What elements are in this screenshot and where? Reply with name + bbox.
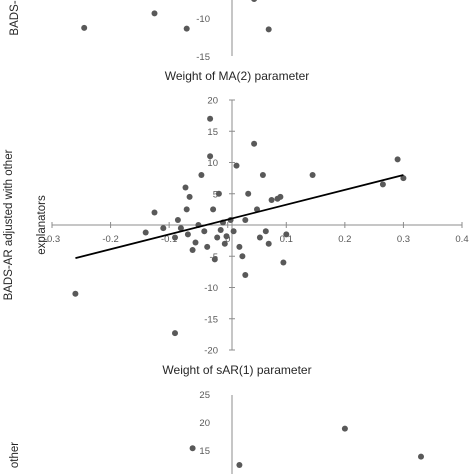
data-point [283, 231, 290, 238]
data-point [245, 190, 252, 197]
data-point [242, 217, 249, 223]
main-x-ticks: -0.3 -0.2 -0.1 0 0.1 0.2 0.3 0.4 [44, 222, 469, 245]
data-point [223, 233, 230, 240]
data-point [236, 462, 243, 468]
data-point [182, 184, 189, 191]
main-points [72, 115, 407, 337]
data-point [172, 330, 178, 337]
data-point [201, 228, 208, 235]
data-point [189, 445, 196, 452]
data-point [230, 228, 237, 235]
data-point [81, 24, 88, 31]
data-point [215, 190, 222, 197]
data-point [198, 172, 205, 178]
data-point [265, 240, 272, 247]
y-tick-label: -20 [204, 346, 218, 357]
data-point [379, 181, 386, 188]
data-point [177, 225, 184, 232]
x-tick-label: 0.4 [455, 234, 468, 245]
data-point [394, 156, 401, 163]
bottom-y-axis-label: other [9, 442, 21, 468]
y-tick-label: 10 [207, 158, 218, 169]
data-point [251, 0, 257, 2]
data-point [265, 26, 272, 33]
data-point [341, 425, 348, 432]
data-point [211, 256, 218, 263]
x-tick-label: 0.3 [397, 234, 410, 245]
data-point [259, 172, 266, 178]
main-x-axis-label: Weight of sAR(1) parameter [162, 363, 311, 377]
data-point [151, 209, 158, 216]
x-tick-label: -0.1 [161, 234, 177, 245]
data-point [210, 206, 217, 213]
data-point [183, 206, 190, 213]
y-tick-label: -10 [204, 283, 218, 294]
bottom-scatter-panel: 25 20 15 other [9, 390, 424, 474]
data-point [183, 25, 190, 32]
top-points [81, 0, 272, 33]
x-tick-label: 0.2 [338, 234, 351, 245]
bottom-y-tick: 15 [199, 446, 210, 457]
data-point [280, 259, 287, 266]
top-y-tick: -10 [196, 14, 210, 25]
data-point [221, 240, 228, 247]
x-tick-label: -0.3 [44, 234, 60, 245]
top-y-axis-label: BADS- [9, 0, 21, 35]
data-point [184, 231, 191, 238]
top-scatter-panel: -10 -15 BADS- Weight of MA(2) parameter [9, 0, 309, 83]
x-tick-label: 0.1 [280, 234, 293, 245]
bottom-y-tick: 25 [199, 390, 210, 401]
main-scatter-panel: -0.3-0.2-0.100.10.20.30.4 2015105-5-10-1… [3, 96, 469, 378]
bottom-points [189, 425, 424, 468]
data-point [189, 247, 196, 253]
main-y-axis-label-line1: BADS-AR adjusted with other [3, 149, 15, 300]
x-tick-label: 0 [225, 234, 230, 245]
top-x-axis-label: Weight of MA(2) parameter [165, 69, 310, 83]
x-tick-label: -0.2 [102, 234, 118, 245]
data-point [233, 162, 240, 169]
data-point [262, 228, 269, 235]
bottom-y-tick: 20 [199, 418, 210, 429]
data-point [186, 193, 193, 200]
y-tick-label: 20 [207, 96, 218, 107]
data-point [72, 290, 79, 297]
y-tick-label: -15 [204, 314, 218, 325]
data-point [172, 234, 178, 241]
data-point [207, 115, 214, 122]
data-point [242, 272, 249, 278]
data-point [207, 153, 214, 160]
data-point [256, 234, 263, 241]
top-y-tick: -15 [196, 52, 210, 63]
data-point [214, 234, 221, 241]
data-point [192, 239, 199, 246]
data-point [268, 197, 275, 203]
trendline [75, 174, 404, 259]
data-point [239, 253, 246, 260]
data-point [418, 453, 424, 460]
data-point [400, 175, 407, 182]
data-point [160, 225, 167, 232]
data-point [151, 10, 158, 17]
data-point [217, 227, 224, 233]
data-point [251, 140, 258, 147]
main-y-axis-label-line2: explanators [36, 195, 48, 255]
y-tick-label: 15 [207, 127, 218, 138]
data-point [142, 229, 149, 236]
data-point [204, 243, 211, 250]
data-point [174, 217, 181, 223]
data-point [236, 243, 243, 250]
y-tick-label: 5 [213, 189, 218, 200]
data-point [309, 172, 316, 178]
data-point [277, 193, 284, 200]
